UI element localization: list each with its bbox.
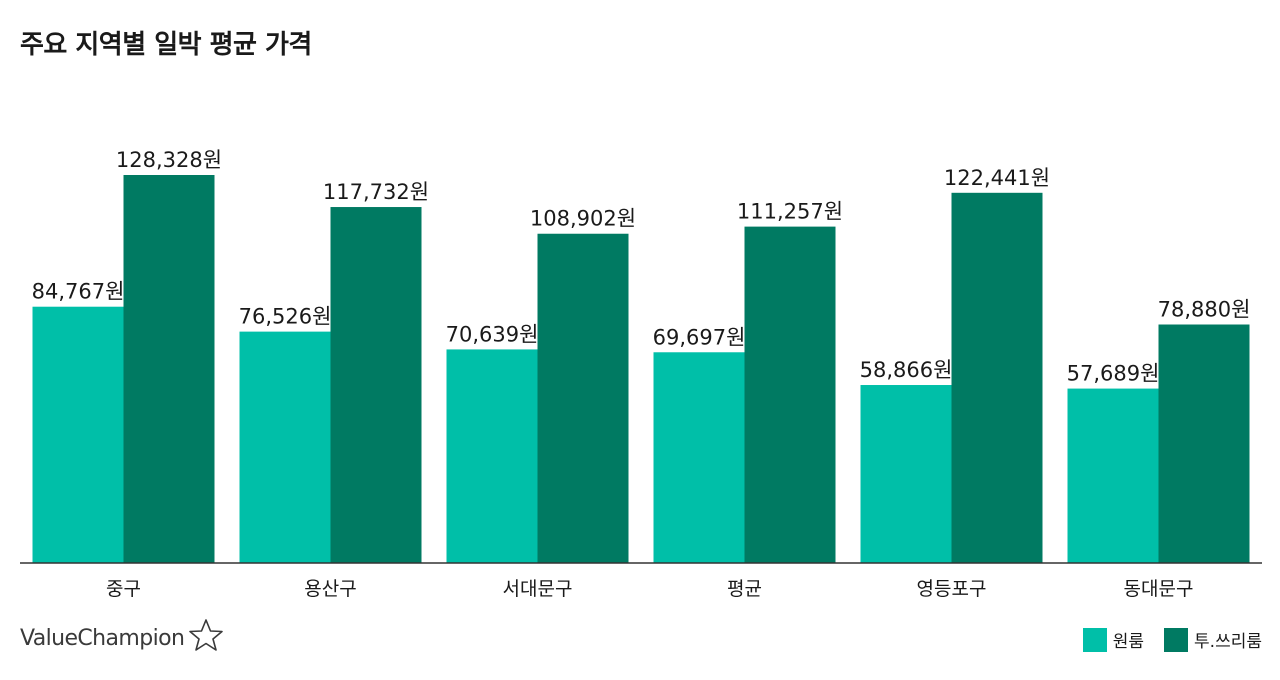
bar-oneroom-1 [239, 331, 331, 563]
legend-label-oneroom: 원룸 [1112, 632, 1145, 652]
star-outline-icon [189, 619, 224, 651]
bar-oneroom-5 [1067, 388, 1159, 563]
data-label-tworoom-3: 111,257원 [737, 200, 843, 224]
bar-oneroom-2 [446, 349, 538, 563]
legend-swatch-tworoom [1164, 627, 1189, 652]
bar-oneroom-0 [32, 306, 124, 563]
brand-name: ValueChampion [20, 625, 185, 651]
chart-title: 주요 지역별 일박 평균 가격 [20, 30, 312, 60]
data-label-oneroom-3: 69,697원 [653, 325, 746, 349]
bar-tworoom-4 [951, 192, 1043, 563]
legend-swatch-oneroom [1082, 627, 1107, 652]
bar-oneroom-4 [860, 385, 952, 563]
bar-tworoom-5 [1158, 324, 1250, 563]
x-tick-label-2: 서대문구 [503, 578, 573, 600]
data-label-oneroom-0: 84,767원 [32, 280, 125, 304]
legend-item-tworoom: 투.쓰리룸 [1164, 627, 1262, 652]
legend-label-tworoom: 투.쓰리룸 [1194, 632, 1262, 652]
data-label-tworoom-0: 128,328원 [116, 148, 222, 172]
x-tick-label-4: 영등포구 [917, 578, 987, 600]
data-label-tworoom-2: 108,902원 [530, 207, 636, 231]
data-label-oneroom-2: 70,639원 [446, 322, 539, 346]
bar-tworoom-1 [330, 207, 422, 563]
bar-tworoom-2 [537, 233, 629, 563]
legend: 원룸 투.쓰리룸 [1063, 627, 1262, 652]
x-tick-label-1: 용산구 [304, 578, 356, 600]
legend-item-oneroom: 원룸 [1082, 627, 1145, 652]
bar-tworoom-0 [123, 175, 215, 563]
data-label-oneroom-4: 58,866원 [860, 358, 953, 382]
x-tick-label-3: 평균 [727, 578, 762, 600]
brand-logo: ValueChampion [20, 619, 224, 652]
data-label-oneroom-5: 57,689원 [1067, 362, 1160, 386]
data-label-tworoom-1: 117,732원 [323, 180, 429, 204]
data-label-tworoom-4: 122,441원 [944, 166, 1050, 190]
data-label-tworoom-5: 78,880원 [1158, 298, 1251, 322]
bar-tworoom-3 [744, 226, 836, 564]
x-tick-label-0: 중구 [106, 578, 141, 600]
bar-oneroom-3 [653, 352, 745, 563]
data-label-oneroom-1: 76,526원 [239, 305, 332, 329]
x-tick-label-5: 동대문구 [1124, 578, 1194, 600]
